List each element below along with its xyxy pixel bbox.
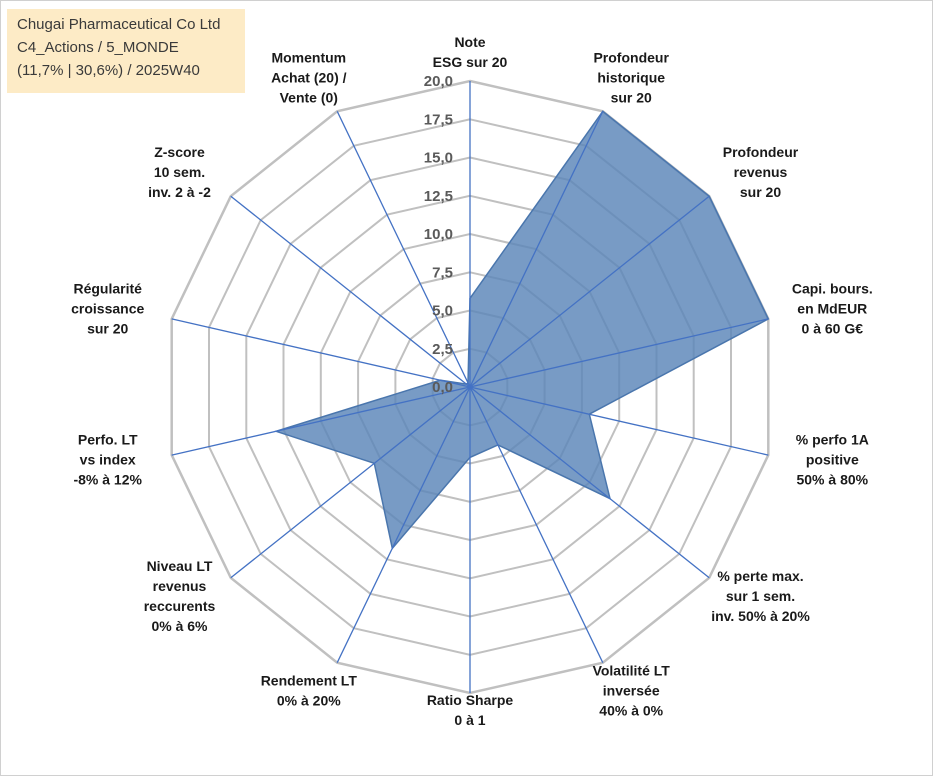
axis-label-3: Capi. bours. en MdEUR 0 à 60 G€ (792, 280, 873, 336)
title-line-1: Chugai Pharmaceutical Co Ltd (17, 16, 221, 33)
tick-layer: 0,0 2,5 5,0 7,5 10,0 12,5 15,0 17,5 20,0 (424, 73, 453, 396)
spoke-6 (469, 386, 604, 663)
axis-label-7-line-1: 0 à 1 (454, 712, 485, 728)
spoke-layer (171, 81, 769, 693)
axis-label-4-line-0: % perfo 1A (796, 432, 869, 448)
title-box: Chugai Pharmaceutical Co Ltd C4_Actions … (7, 9, 245, 93)
spoke-8 (336, 386, 471, 663)
axis-label-4-line-2: 50% à 80% (796, 472, 868, 488)
axis-label-5-line-1: sur 1 sem. (726, 588, 795, 604)
axis-label-12-line-2: inv. 2 à -2 (148, 184, 211, 200)
axis-label-1-line-1: historique (597, 70, 665, 86)
axis-label-2-line-0: Profondeur (723, 144, 799, 160)
axis-label-7: Ratio Sharpe 0 à 1 (427, 692, 514, 728)
axis-label-6: Volatilité LT inversée 40% à 0% (593, 662, 671, 718)
tick-label-5: 12,5 (424, 188, 453, 205)
axis-label-3-line-2: 0 à 60 G€ (802, 320, 864, 336)
axis-label-5-line-2: inv. 50% à 20% (711, 608, 810, 624)
spoke-2 (469, 195, 710, 388)
title-line-2: C4_Actions / 5_MONDE (17, 39, 179, 56)
axis-label-0: Note ESG sur 20 (433, 34, 508, 70)
axis-label-11-line-0: Régularité (73, 280, 142, 296)
spoke-10 (171, 386, 471, 456)
tick-label-8: 20,0 (424, 73, 453, 90)
axis-label-2: Profondeur revenus sur 20 (723, 144, 799, 200)
axis-label-0-line-1: ESG sur 20 (433, 54, 508, 70)
axis-label-5-line-0: % perte max. (717, 568, 803, 584)
axis-label-8-line-0: Rendement LT (261, 672, 358, 688)
axis-label-13-line-1: Achat (20) / (271, 70, 347, 86)
spoke-1 (469, 111, 604, 388)
spoke-13 (336, 111, 471, 388)
axis-label-3-line-1: en MdEUR (797, 300, 867, 316)
axis-label-13-line-2: Vente (0) (280, 90, 338, 106)
tick-label-4: 10,0 (424, 226, 453, 243)
axis-label-7-line-0: Ratio Sharpe (427, 692, 514, 708)
tick-label-1: 2,5 (432, 341, 453, 358)
axis-label-8: Rendement LT 0% à 20% (261, 672, 358, 708)
axis-label-9-line-2: reccurents (144, 598, 216, 614)
tick-label-7: 17,5 (424, 111, 453, 128)
spoke-4 (469, 386, 769, 456)
axis-label-10: Perfo. LT vs index -8% à 12% (73, 432, 142, 488)
axis-label-12: Z-score 10 sem. inv. 2 à -2 (148, 144, 211, 200)
axis-label-12-line-1: 10 sem. (154, 164, 205, 180)
axis-label-1-line-0: Profondeur (593, 50, 669, 66)
axis-label-9-line-0: Niveau LT (147, 558, 213, 574)
axis-label-4-line-1: positive (806, 452, 859, 468)
spoke-9 (230, 386, 471, 579)
tick-label-2: 5,0 (432, 303, 453, 320)
axis-label-8-line-1: 0% à 20% (277, 692, 341, 708)
axis-label-2-line-2: sur 20 (740, 184, 781, 200)
axis-label-10-line-1: vs index (80, 452, 136, 468)
axis-label-1: Profondeur historique sur 20 (593, 50, 669, 106)
axis-label-9-line-1: revenus (153, 578, 207, 594)
axis-label-6-line-0: Volatilité LT (593, 662, 671, 678)
axis-label-11-line-2: sur 20 (87, 320, 128, 336)
spoke-12 (230, 195, 471, 388)
axis-label-2-line-1: revenus (734, 164, 788, 180)
axis-label-3-line-0: Capi. bours. (792, 280, 873, 296)
axis-label-4: % perfo 1A positive 50% à 80% (796, 432, 869, 488)
label-layer: Note ESG sur 20 Profondeur historique sur 20… (71, 34, 873, 728)
axis-label-11: Régularité croissance sur 20 (71, 280, 144, 336)
tick-label-0: 0,0 (432, 379, 453, 396)
tick-label-6: 15,0 (424, 150, 453, 167)
axis-label-12-line-0: Z-score (154, 144, 205, 160)
spoke-5 (469, 386, 710, 579)
axis-label-5: % perte max. sur 1 sem. inv. 50% à 20% (711, 568, 810, 624)
axis-label-9: Niveau LT revenus reccurents 0% à 6% (144, 558, 216, 634)
axis-label-13: Momentum Achat (20) / Vente (0) (271, 50, 347, 106)
title-line-3: (11,7% | 30,6%) / 2025W40 (17, 62, 200, 79)
axis-label-9-line-3: 0% à 6% (151, 618, 208, 634)
axis-label-6-line-2: 40% à 0% (599, 702, 663, 718)
axis-label-6-line-1: inversée (603, 682, 660, 698)
tick-label-3: 7,5 (432, 264, 453, 281)
axis-label-11-line-1: croissance (71, 300, 144, 316)
axis-label-13-line-0: Momentum (271, 50, 346, 66)
axis-label-10-line-0: Perfo. LT (78, 432, 138, 448)
axis-label-1-line-2: sur 20 (611, 90, 652, 106)
spoke-3 (469, 318, 769, 388)
spoke-11 (171, 318, 471, 388)
axis-label-0-line-0: Note (454, 34, 485, 50)
axis-label-10-line-2: -8% à 12% (73, 472, 142, 488)
